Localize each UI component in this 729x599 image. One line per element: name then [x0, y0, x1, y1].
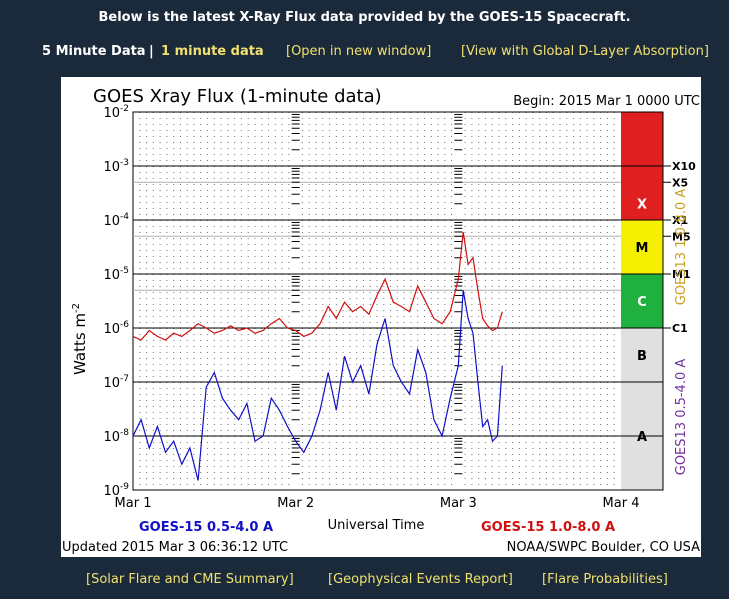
- updated-timestamp: Updated 2015 Mar 3 06:36:12 UTC: [62, 540, 288, 555]
- goes13-long-label: GOES13 1.0-8.0 A: [674, 189, 689, 306]
- class-band-label-x: X: [637, 198, 647, 213]
- flare-probabilities-link[interactable]: [Flare Probabilities]: [542, 572, 668, 587]
- class-threshold-label: C1: [672, 322, 688, 335]
- class-band-label-m: M: [636, 241, 649, 256]
- y-tick-label: 10-7: [103, 374, 129, 391]
- x-tick-label: Mar 2: [277, 496, 314, 511]
- page-header: Below is the latest X-Ray Flux data prov…: [98, 10, 631, 25]
- chart-begin-label: Begin: 2015 Mar 1 0000 UTC: [513, 94, 700, 109]
- y-tick-label: 10-2: [103, 104, 129, 121]
- y-tick-label: 10-4: [103, 212, 129, 229]
- y-axis-label: Watts m-2: [71, 303, 89, 375]
- x-axis-label: Universal Time: [328, 518, 425, 533]
- class-band-label-c: C: [637, 295, 647, 310]
- class-band-label-a: A: [637, 430, 647, 445]
- y-tick-label: 10-8: [103, 428, 129, 445]
- class-threshold-label: X5: [672, 176, 688, 189]
- legend-long-channel: GOES-15 1.0-8.0 A: [481, 520, 615, 535]
- x-tick-label: Mar 4: [603, 496, 640, 511]
- class-threshold-label: M1: [672, 268, 691, 281]
- geophysical-events-link[interactable]: [Geophysical Events Report]: [328, 572, 513, 587]
- y-tick-label: 10-5: [103, 266, 129, 283]
- open-new-window-link[interactable]: [Open in new window]: [286, 44, 432, 59]
- x-tick-label: Mar 1: [115, 496, 152, 511]
- goes13-short-label: GOES13 0.5-4.0 A: [674, 359, 689, 476]
- plot-frame: [132, 111, 664, 491]
- flare-cme-summary-link[interactable]: [Solar Flare and CME Summary]: [86, 572, 294, 587]
- one-minute-data-link[interactable]: 1 minute data: [161, 44, 264, 59]
- nav-separator: |: [149, 44, 154, 59]
- class-threshold-label: X10: [672, 160, 696, 173]
- chart-title: GOES Xray Flux (1-minute data): [93, 86, 382, 107]
- class-threshold-label: M5: [672, 230, 691, 243]
- series-short-channel-line: [132, 290, 503, 481]
- y-tick-label: 10-9: [103, 482, 129, 499]
- xray-flux-plot-panel: GOES Xray Flux (1-minute data) Begin: 20…: [61, 77, 701, 557]
- class-threshold-label: X1: [672, 214, 688, 227]
- y-tick-label: 10-6: [103, 320, 129, 337]
- series-long-channel-line: [132, 231, 503, 341]
- legend-short-channel: GOES-15 0.5-4.0 A: [139, 520, 273, 535]
- class-band-m: [621, 220, 663, 274]
- xray-flux-chart: GOES Xray Flux (1-minute data) Begin: 20…: [62, 86, 700, 555]
- class-band-label-b: B: [637, 349, 647, 364]
- noaa-credit: NOAA/SWPC Boulder, CO USA: [507, 540, 700, 555]
- five-minute-data-link[interactable]: 5 Minute Data: [42, 44, 146, 59]
- y-tick-label: 10-3: [103, 158, 129, 175]
- d-layer-absorption-link[interactable]: [View with Global D-Layer Absorption]: [461, 44, 709, 59]
- class-band-b: [621, 328, 663, 382]
- class-band-c: [621, 274, 663, 328]
- x-tick-label: Mar 3: [440, 496, 477, 511]
